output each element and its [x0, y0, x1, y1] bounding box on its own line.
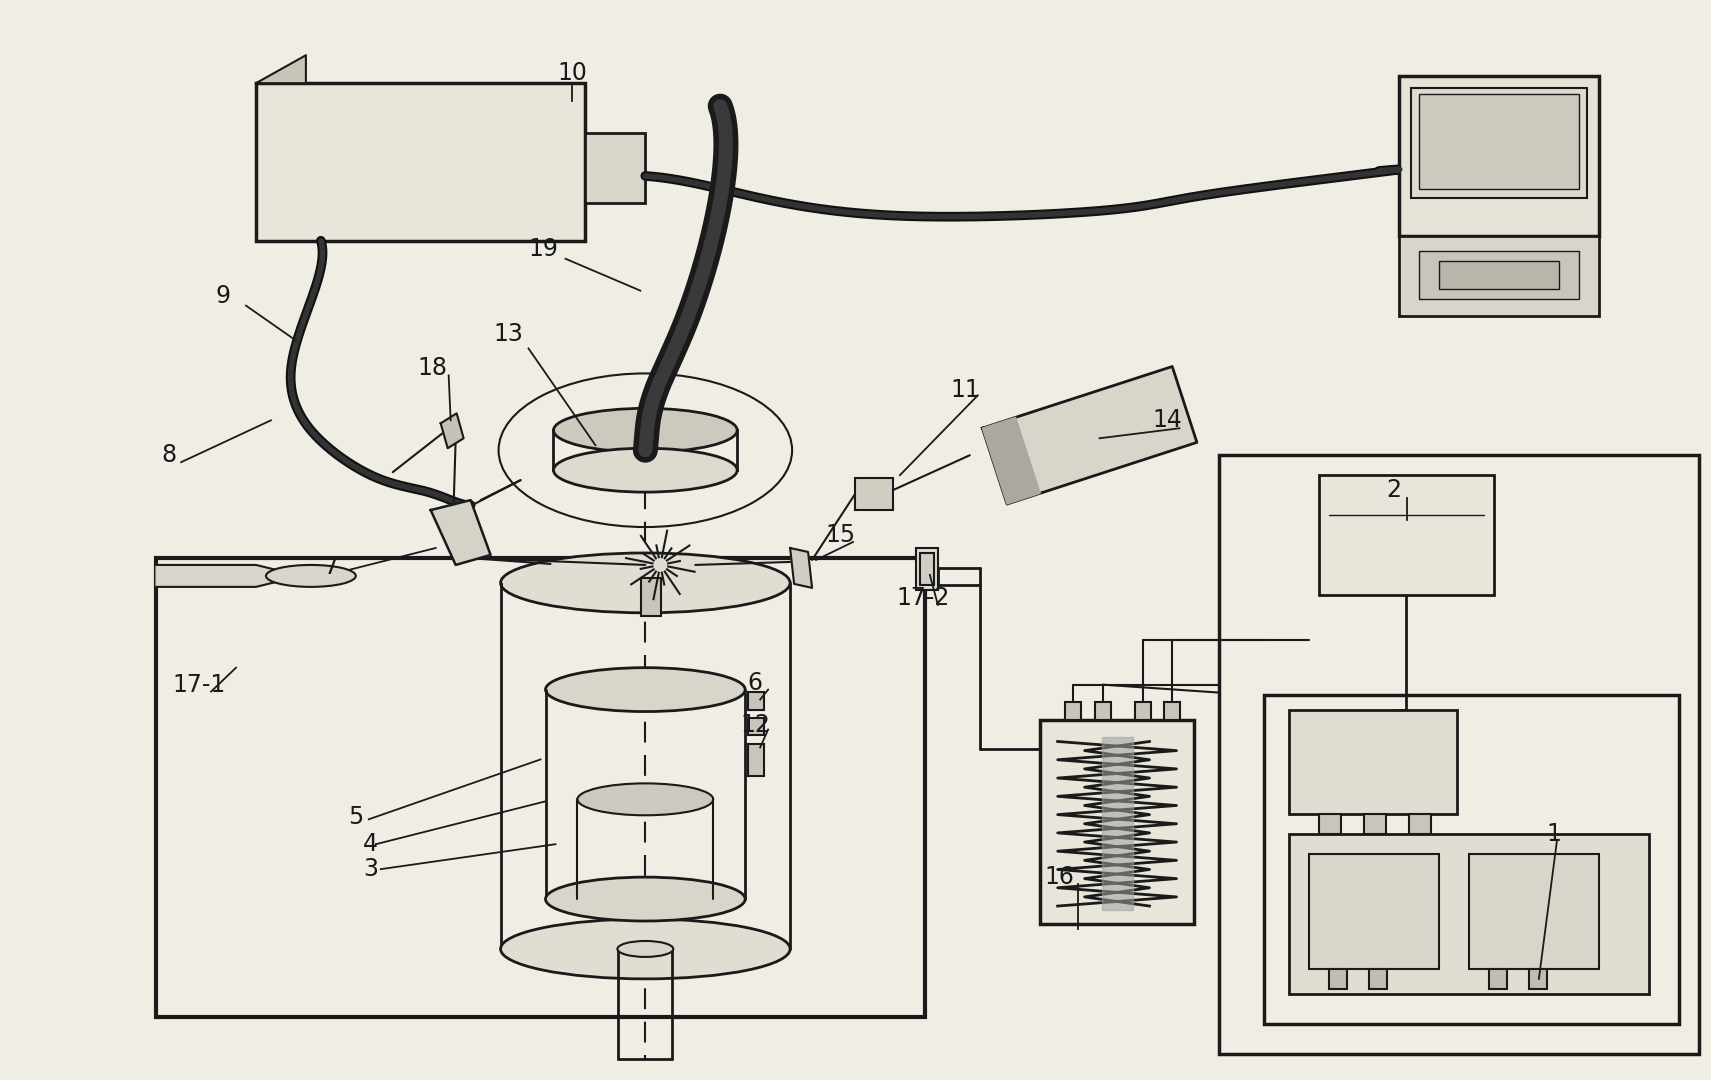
- Polygon shape: [982, 417, 1040, 504]
- Ellipse shape: [577, 783, 713, 815]
- Text: 10: 10: [558, 62, 587, 85]
- Text: 7: 7: [323, 555, 339, 579]
- Bar: [642, 578, 662, 616]
- Bar: [1439, 260, 1559, 288]
- Bar: [1095, 702, 1110, 719]
- Text: 3: 3: [363, 858, 378, 881]
- Bar: [1530, 969, 1547, 989]
- Bar: [748, 691, 765, 710]
- Bar: [1410, 814, 1430, 834]
- Polygon shape: [257, 55, 306, 83]
- Text: 14: 14: [1153, 408, 1182, 432]
- Bar: [921, 553, 934, 585]
- Text: 2: 2: [1386, 478, 1401, 502]
- Text: 12: 12: [741, 713, 770, 737]
- Bar: [585, 133, 645, 203]
- Text: 13: 13: [494, 322, 524, 346]
- Bar: [1165, 702, 1181, 719]
- Ellipse shape: [501, 553, 790, 612]
- Bar: [1400, 235, 1598, 315]
- Ellipse shape: [618, 941, 674, 957]
- Bar: [856, 478, 893, 510]
- Ellipse shape: [553, 408, 737, 453]
- Bar: [156, 558, 926, 1016]
- Bar: [1329, 969, 1347, 989]
- Polygon shape: [156, 565, 301, 586]
- Polygon shape: [431, 500, 491, 565]
- Text: 17-1: 17-1: [173, 673, 226, 697]
- Bar: [1319, 475, 1494, 595]
- Bar: [1369, 969, 1388, 989]
- Bar: [1418, 94, 1579, 189]
- Bar: [748, 717, 765, 735]
- Text: 1: 1: [1547, 822, 1562, 847]
- Polygon shape: [441, 414, 464, 448]
- Polygon shape: [790, 548, 813, 588]
- Polygon shape: [982, 366, 1198, 504]
- Ellipse shape: [546, 877, 746, 921]
- Bar: [1290, 710, 1458, 814]
- Bar: [1134, 702, 1150, 719]
- Text: 15: 15: [825, 523, 856, 546]
- Bar: [1364, 814, 1386, 834]
- Bar: [1470, 854, 1598, 969]
- Ellipse shape: [265, 565, 356, 586]
- Text: 19: 19: [529, 237, 558, 260]
- Text: 8: 8: [161, 443, 176, 468]
- Polygon shape: [1102, 738, 1133, 910]
- Bar: [1319, 814, 1341, 834]
- Ellipse shape: [501, 919, 790, 978]
- Text: 17-2: 17-2: [897, 585, 950, 610]
- Text: 11: 11: [950, 378, 980, 403]
- Bar: [1412, 89, 1586, 198]
- Bar: [1418, 251, 1579, 299]
- Text: 9: 9: [216, 284, 231, 308]
- Text: 5: 5: [347, 806, 363, 829]
- Text: 6: 6: [748, 671, 763, 694]
- Bar: [1040, 719, 1194, 924]
- Ellipse shape: [546, 667, 746, 712]
- Bar: [1220, 455, 1699, 1054]
- Bar: [1489, 969, 1507, 989]
- Bar: [748, 744, 765, 777]
- Text: 4: 4: [363, 833, 378, 856]
- Bar: [257, 83, 585, 241]
- Bar: [1400, 77, 1598, 235]
- Bar: [915, 548, 938, 590]
- Ellipse shape: [553, 448, 737, 492]
- Bar: [1064, 702, 1081, 719]
- Text: 16: 16: [1045, 865, 1075, 889]
- Text: 18: 18: [417, 356, 448, 380]
- Bar: [1290, 834, 1649, 994]
- Bar: [1309, 854, 1439, 969]
- Bar: [1264, 694, 1678, 1024]
